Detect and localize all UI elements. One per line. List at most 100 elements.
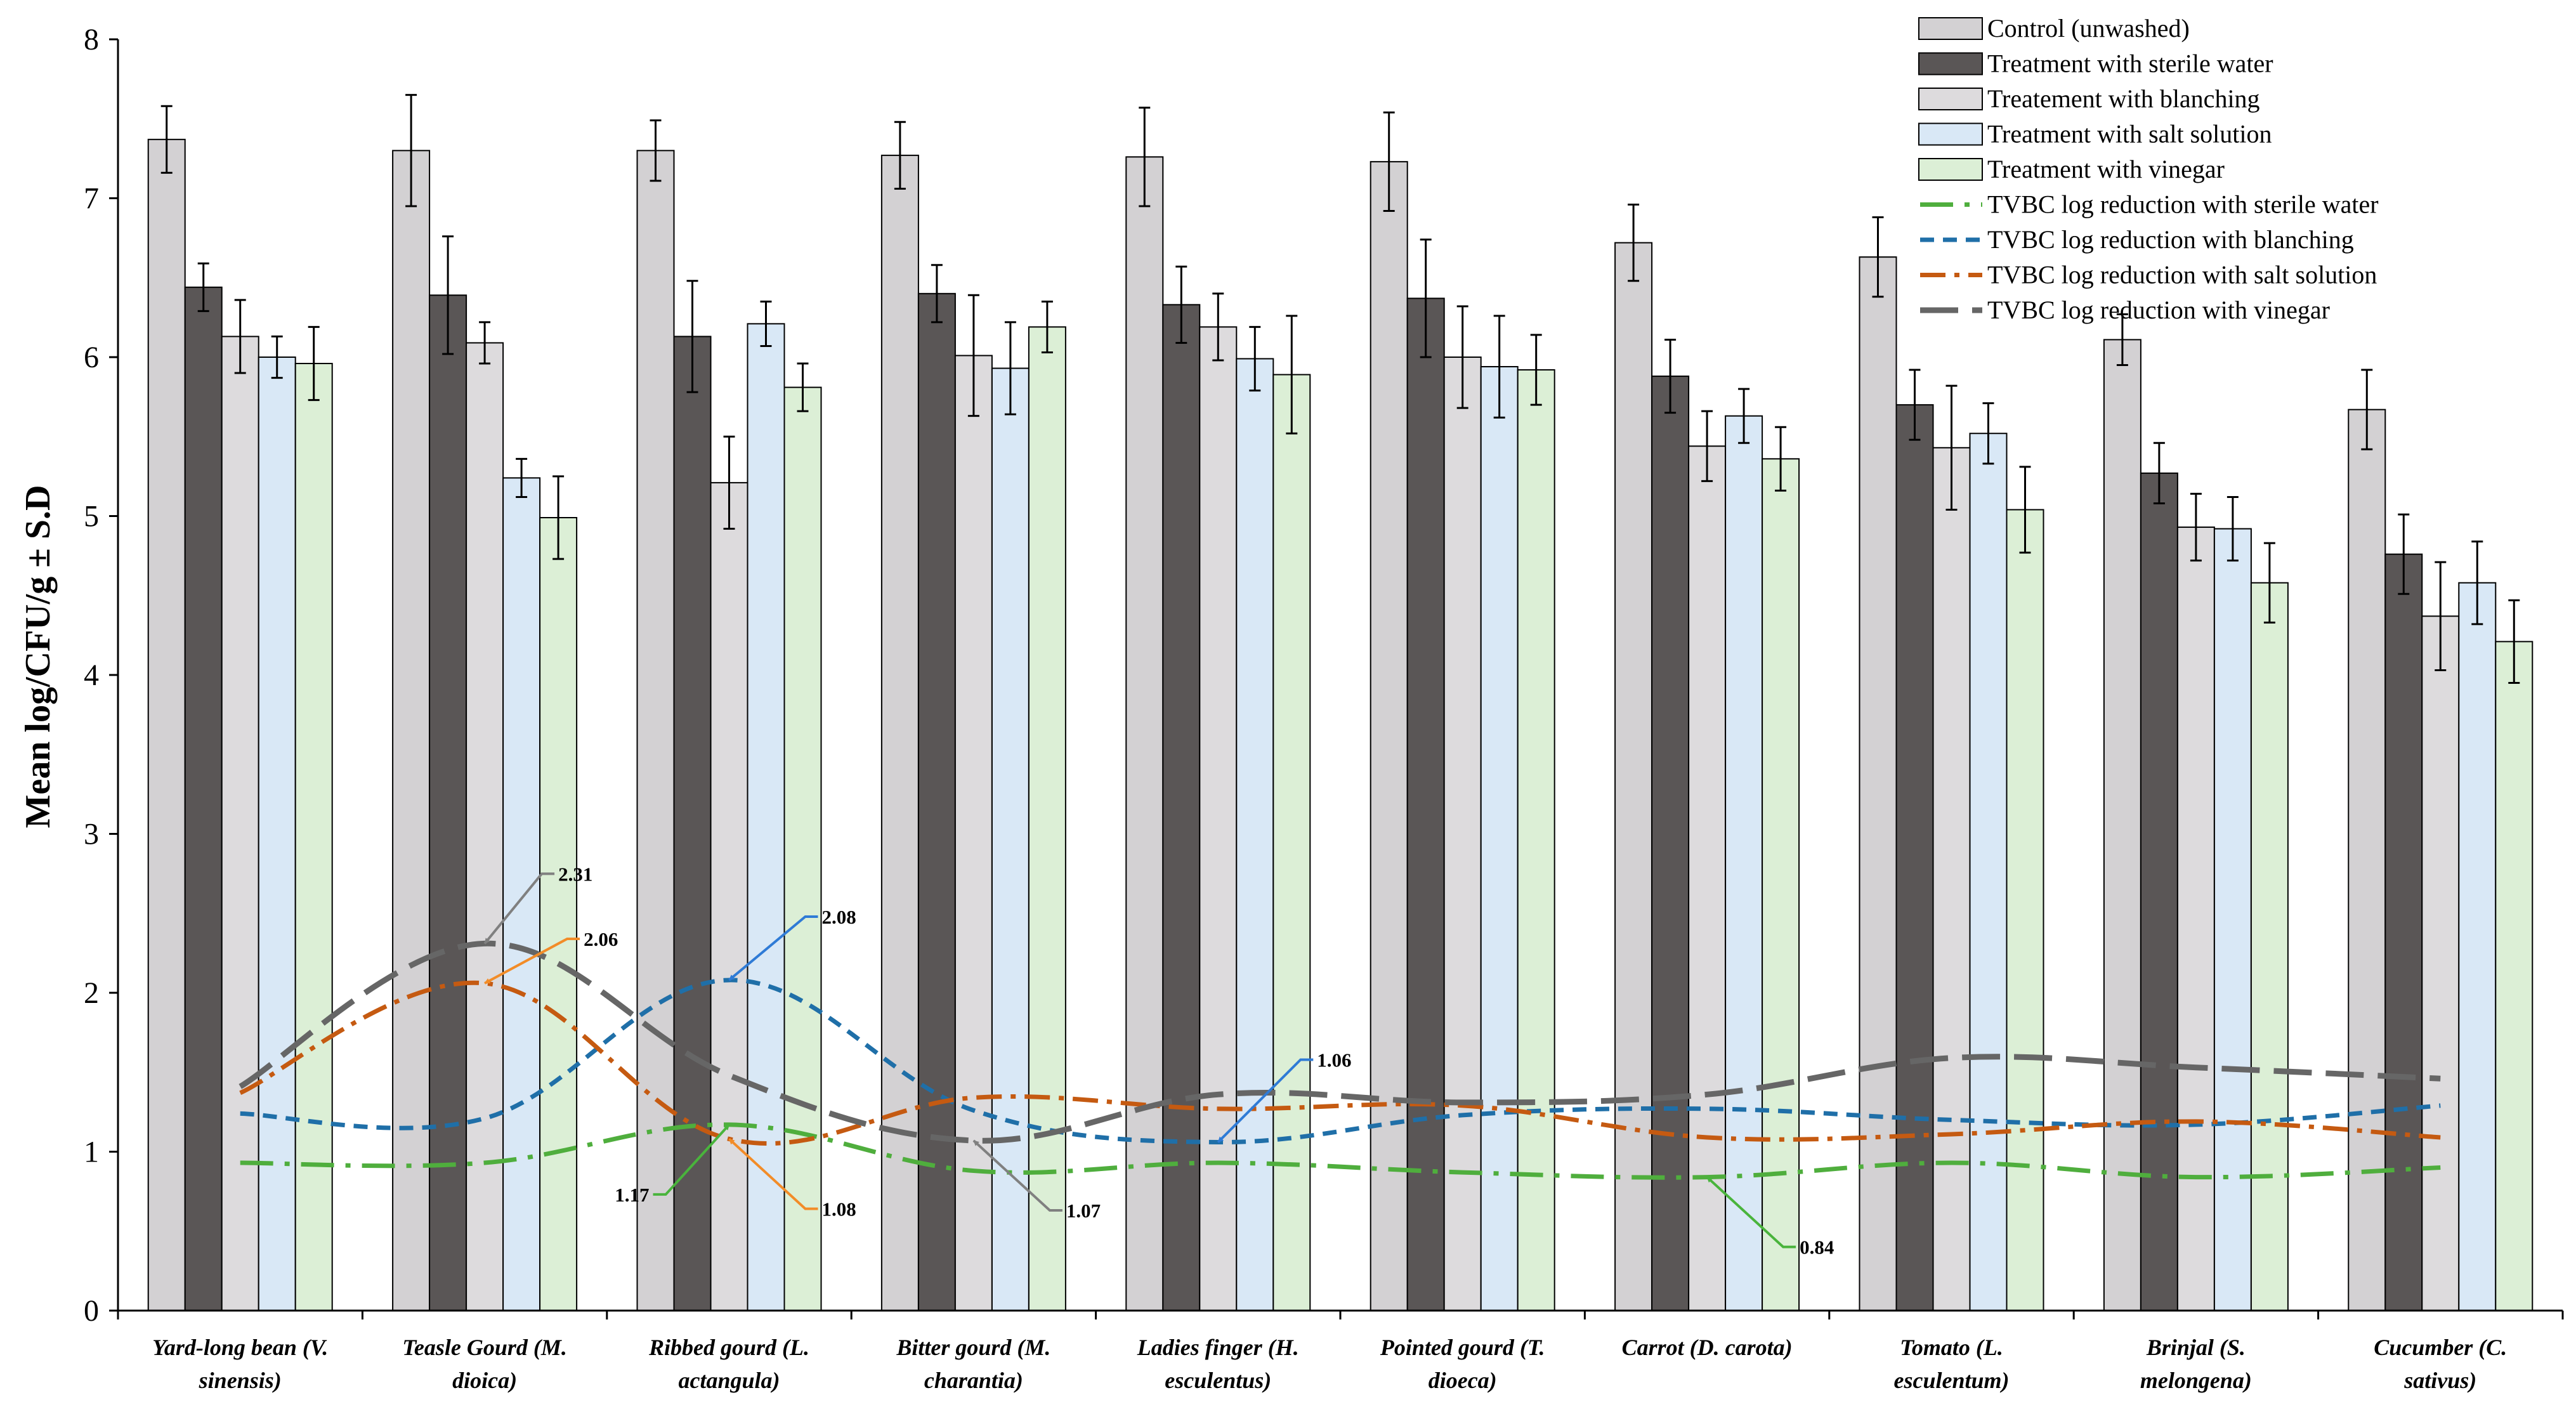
legend-swatch — [1918, 158, 1983, 181]
error-bar-s2-c6 — [1701, 410, 1713, 482]
legend-label: TVBC log reduction with blanching — [1987, 225, 2354, 254]
error-bar-s4-c3 — [1041, 300, 1053, 353]
error-bar-s3-c1 — [516, 457, 528, 498]
bar-s0-c6 — [1614, 242, 1653, 1311]
bar-s4-c4 — [1272, 374, 1311, 1311]
legend-label: Treatment with salt solution — [1987, 120, 2272, 148]
error-bar-s0-c1 — [405, 94, 417, 207]
x-tick-label: Ribbed gourd (L. actangula) — [648, 1335, 809, 1393]
error-bar-s3-c7 — [1982, 402, 1994, 465]
y-tick-label: 0 — [84, 1294, 99, 1328]
bar-s1-c4 — [1162, 304, 1201, 1312]
annotation-2.31: 2.31 — [483, 863, 592, 945]
error-bar-s0-c5 — [1383, 111, 1395, 213]
annotation-0.84: 0.84 — [1706, 1176, 1834, 1259]
bar-s4-c3 — [1028, 326, 1066, 1311]
annotation-2.06: 2.06 — [484, 928, 618, 985]
x-tick-label: Tomato (L. esculentum) — [1893, 1335, 2009, 1393]
error-bar-s0-c8 — [2116, 313, 2128, 367]
legend-item-bar-1: Treatment with sterile water — [1918, 49, 2273, 78]
y-tick-label: 5 — [84, 500, 99, 534]
error-bar-s0-c7 — [1872, 216, 1884, 298]
error-bar-s2-c3 — [967, 294, 979, 417]
error-bar-s1-c5 — [1420, 239, 1432, 358]
bar-s4-c1 — [539, 517, 578, 1311]
legend-item-bar-3: Treatment with salt solution — [1918, 120, 2272, 148]
bar-s2-c7 — [1932, 447, 1971, 1311]
bar-s2-c3 — [954, 355, 993, 1311]
error-bar-s4-c1 — [552, 475, 565, 560]
legend-item-bar-0: Control (unwashed) — [1918, 14, 2190, 43]
error-bar-s2-c7 — [1945, 384, 1958, 511]
bar-s4-c8 — [2250, 582, 2289, 1312]
legend-item-bar-4: Treatment with vinegar — [1918, 155, 2225, 183]
x-tick-label: Ladies finger (H. esculentus) — [1137, 1335, 1299, 1393]
bar-s3-c0 — [258, 357, 296, 1311]
error-bar-s0-c3 — [894, 121, 906, 190]
error-bar-s1-c7 — [1909, 369, 1921, 441]
error-bar-s2-c4 — [1212, 292, 1224, 362]
bar-s1-c0 — [184, 286, 223, 1311]
bar-s2-c2 — [710, 481, 749, 1311]
bar-s2-c5 — [1443, 357, 1482, 1311]
error-bar-s4-c9 — [2508, 599, 2520, 684]
error-bar-s1-c9 — [2398, 513, 2410, 595]
x-tick-label: Bitter gourd (M. charantia) — [896, 1335, 1050, 1393]
bar-s0-c4 — [1125, 156, 1164, 1311]
bar-s3-c3 — [991, 367, 1030, 1311]
bar-s0-c0 — [147, 138, 186, 1312]
annotation-label: 1.17 — [615, 1184, 649, 1206]
bar-s0-c3 — [880, 154, 919, 1312]
y-tick-label: 3 — [84, 818, 99, 851]
legend-item-bar-2: Treatement with blanching — [1918, 84, 2260, 113]
bar-s3-c9 — [2458, 582, 2497, 1312]
annotation-1.08: 1.08 — [728, 1137, 856, 1220]
annotation-label: 1.08 — [822, 1198, 856, 1220]
legend-swatch — [1918, 88, 1983, 110]
legend: Control (unwashed) Treatment with sterile… — [1918, 14, 2379, 324]
bar-s3-c4 — [1236, 358, 1274, 1311]
error-bar-s3-c5 — [1493, 315, 1505, 419]
bar-s0-c5 — [1370, 160, 1408, 1311]
bar-s1-c1 — [429, 294, 467, 1311]
legend-label: TVBC log reduction with vinegar — [1987, 296, 2330, 324]
bar-s3-c1 — [502, 477, 541, 1311]
x-tick-label: Teasle Gourd (M. dioica) — [402, 1335, 567, 1393]
reduction-lines-layer — [239, 940, 2441, 1180]
bar-s2-c0 — [221, 336, 259, 1311]
error-bar-s4-c0 — [308, 325, 320, 402]
annotation-label: 0.84 — [1800, 1236, 1834, 1259]
error-bar-s3-c3 — [1004, 321, 1016, 416]
error-bar-s3-c0 — [271, 335, 283, 379]
legend-item-line-0: TVBC log reduction with sterile water — [1920, 190, 2379, 219]
bar-s0-c7 — [1859, 256, 1897, 1311]
bar-s0-c8 — [2103, 339, 2141, 1312]
bar-s3-c7 — [1969, 433, 2008, 1311]
bar-s2-c9 — [2421, 615, 2460, 1312]
bar-s1-c6 — [1651, 376, 1690, 1311]
annotation-label: 2.31 — [558, 863, 592, 885]
error-bar-s1-c6 — [1664, 338, 1677, 414]
bar-s1-c3 — [917, 292, 956, 1311]
y-tick-label: 2 — [84, 976, 99, 1010]
bar-s3-c5 — [1480, 366, 1519, 1311]
annotation-label: 1.07 — [1066, 1200, 1101, 1222]
bar-s2-c8 — [2176, 527, 2215, 1311]
bar-s2-c6 — [1688, 445, 1727, 1311]
x-tick-label: Brinjal (S. melongena) — [2140, 1335, 2252, 1393]
bar-s4-c9 — [2495, 641, 2534, 1311]
y-tick-label: 4 — [84, 658, 99, 692]
error-bar-s3-c8 — [2226, 495, 2239, 562]
bar-s1-c8 — [2140, 472, 2178, 1311]
error-bar-s0-c4 — [1139, 107, 1151, 207]
annotation-1.17: 1.17 — [615, 1123, 730, 1206]
legend-label: Treatment with vinegar — [1987, 155, 2225, 183]
legend-item-line-2: TVBC log reduction with salt solution — [1920, 261, 2377, 289]
error-bar-s4-c2 — [797, 362, 809, 412]
error-bar-s3-c9 — [2471, 540, 2483, 625]
legend-item-line-3: TVBC log reduction with vinegar — [1920, 296, 2330, 324]
legend-swatch — [1918, 52, 1983, 75]
y-axis-label: Mean log/CFU/g ± S.D — [18, 485, 58, 828]
annotation-1.06: 1.06 — [1217, 1049, 1352, 1143]
